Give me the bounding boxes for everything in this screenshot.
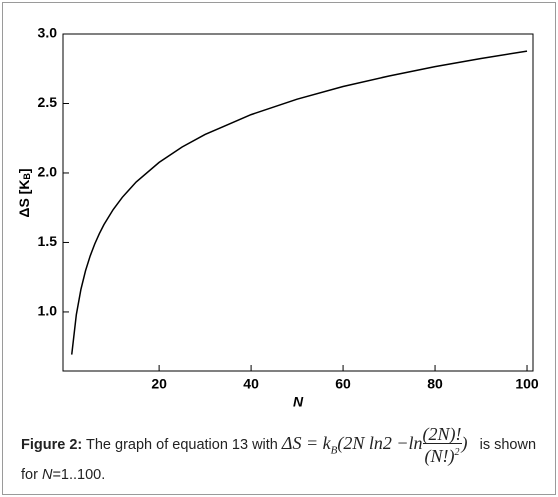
caption: Figure 2: The graph of equation 13 with … [21,425,546,485]
eq-part: (2N ln2 −ln [337,433,423,454]
eq-part: (N!) [424,446,455,466]
eq-part: ) [461,433,468,454]
eq-fraction: (2N)! (N!)2 [422,424,462,466]
y-axis-label: ΔS [KB] [16,168,33,217]
caption-label: Figure 2: [21,436,83,453]
y-tick-label: 1.0 [38,303,58,319]
y-axis-label-main: ΔS [K [16,180,32,218]
caption-text: =1..100. [52,467,106,483]
x-tick-label: 40 [243,376,259,392]
caption-text: is shown for [21,436,537,483]
y-axis-label-sub: B [22,173,32,180]
x-tick-label: 100 [515,376,539,392]
x-tick-label: 20 [151,376,167,392]
y-tick-label: 2.0 [38,164,58,180]
y-tick-label: 3.0 [38,25,58,41]
y-tick-label: 1.5 [38,233,58,249]
y-tick-label: 2.5 [38,94,58,110]
eq-part: 2 [454,447,460,458]
eq-part: (2N)! [422,424,462,444]
x-tick-label: 60 [335,376,351,392]
eq-part: ΔS = k [281,433,331,454]
chart: N ΔS [KB] 1.0 1.5 2.0 2.5 3.0 20 40 60 80 100 [16,25,539,410]
plot-frame [62,33,534,372]
x-axis-label: N [293,394,304,410]
x-tick-label: 80 [427,376,443,392]
caption-text: The graph of equation 13 with [86,436,278,453]
eq-part: B [330,444,338,457]
curve [70,50,528,355]
equation: ΔS = kB(2N ln2 −ln (2N)! (N!)2) [282,425,468,465]
caption-text: N [41,467,53,483]
y-axis-label-end: ] [16,168,32,173]
